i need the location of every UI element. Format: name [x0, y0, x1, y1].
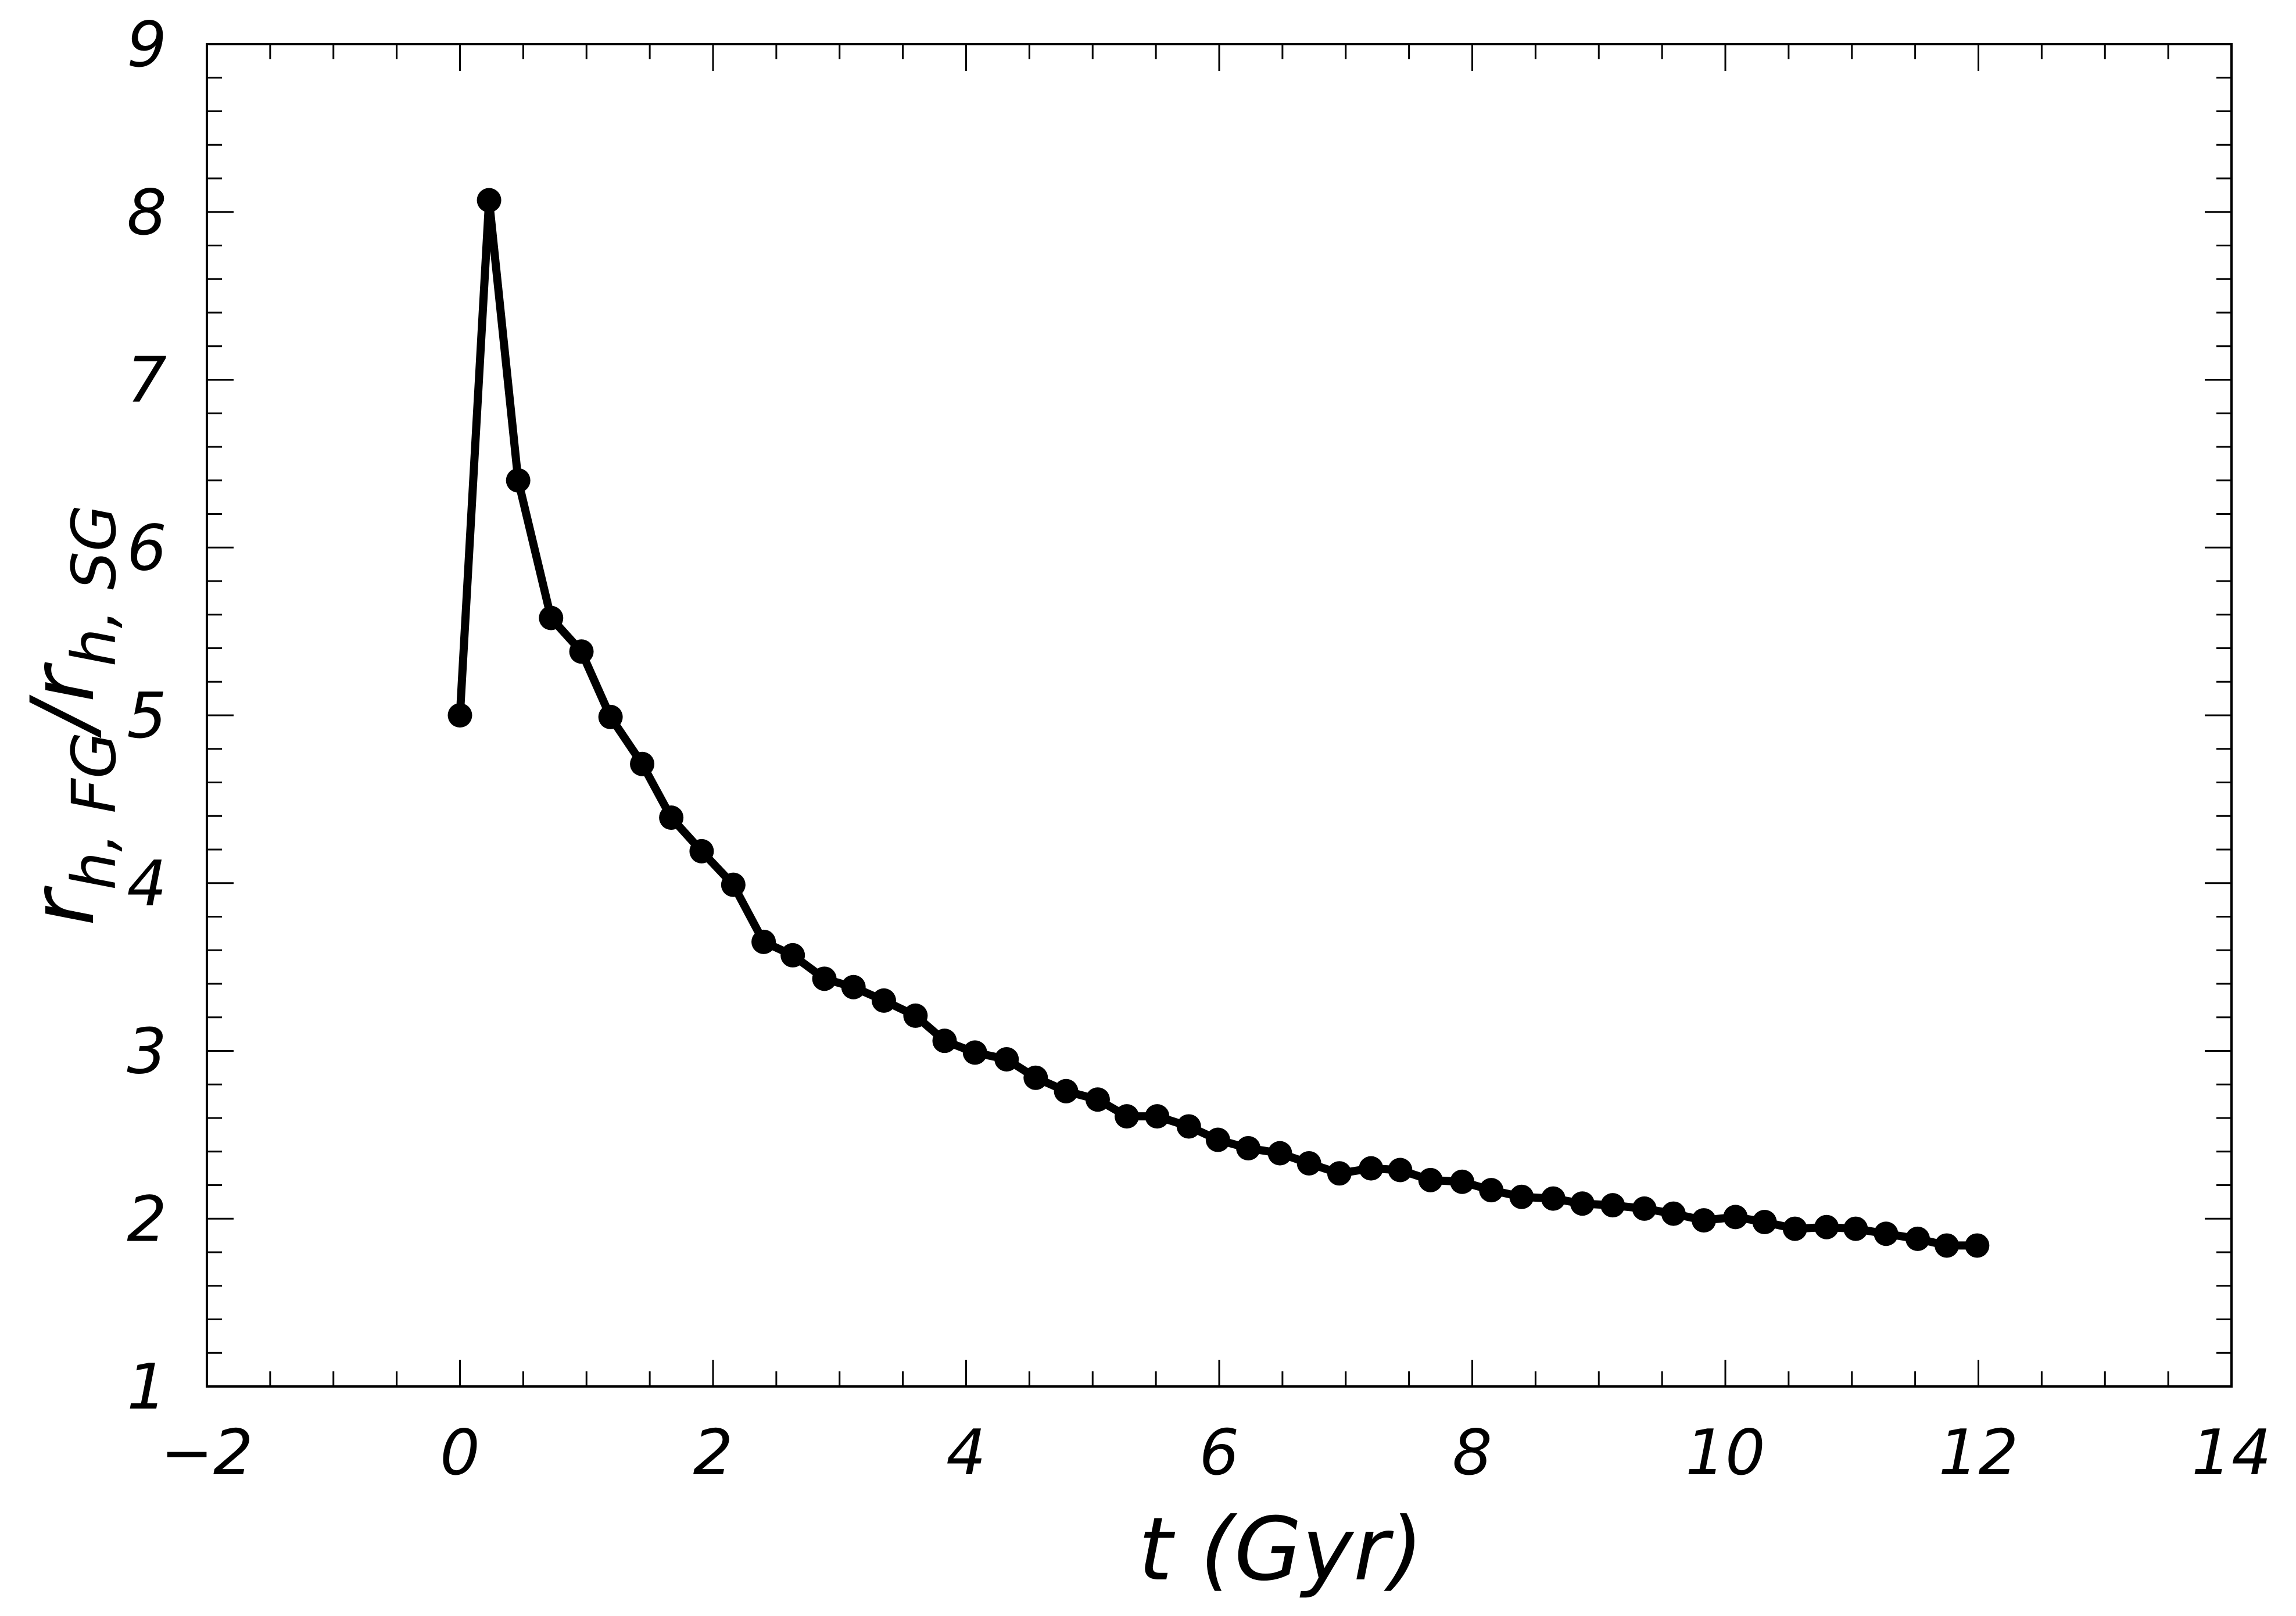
- x-tick-label: 10: [1685, 1417, 1765, 1489]
- data-point: [1814, 1214, 1839, 1239]
- x-tick-label: 6: [1199, 1417, 1240, 1489]
- major-ticks: [206, 43, 2233, 1388]
- data-point: [1509, 1184, 1534, 1209]
- data-point: [447, 703, 472, 728]
- x-tick-label: 4: [946, 1417, 986, 1489]
- y-tick-label: 9: [127, 9, 167, 81]
- y-tick-label: 6: [127, 512, 167, 585]
- data-point: [1965, 1233, 1990, 1258]
- data-point: [1145, 1104, 1170, 1129]
- data-point: [1205, 1127, 1230, 1152]
- data-point: [1752, 1210, 1777, 1235]
- data-point: [721, 872, 746, 897]
- y-axis-title-subscript: h, FG: [59, 732, 130, 890]
- x-axis-title: t (Gyr): [1138, 1499, 1423, 1600]
- data-point: [1479, 1178, 1504, 1203]
- y-tick-label: 1: [127, 1351, 167, 1424]
- data-point: [1570, 1191, 1595, 1216]
- data-point: [751, 929, 776, 954]
- x-tick-labels: −2 0 2 4 6 8 10 12 14: [160, 1417, 2271, 1489]
- data-point: [1418, 1167, 1443, 1192]
- data-point: [1267, 1141, 1292, 1166]
- data-point: [1176, 1114, 1201, 1139]
- y-tick-label: 4: [127, 848, 167, 920]
- x-tick-label: −2: [160, 1417, 253, 1489]
- data-point: [630, 751, 655, 776]
- y-tick-label: 7: [127, 345, 167, 417]
- data-point: [1054, 1078, 1079, 1103]
- data-point: [539, 605, 564, 630]
- data-point: [1874, 1221, 1899, 1246]
- data-point: [569, 639, 594, 664]
- y-axis-title-main: /r: [13, 662, 114, 739]
- data-point: [659, 805, 684, 830]
- data-point: [477, 188, 502, 213]
- data-point: [1600, 1193, 1625, 1218]
- y-tick-label: 3: [127, 1016, 167, 1088]
- data-point: [871, 988, 896, 1013]
- y-tick-labels: 1 2 3 4 5 6 7 8 9: [127, 9, 167, 1424]
- y-tick-label: 8: [127, 177, 167, 249]
- data-point: [506, 468, 531, 493]
- data-point: [994, 1047, 1019, 1072]
- y-tick-label: 5: [127, 680, 167, 753]
- data-point: [1782, 1216, 1807, 1241]
- minor-ticks: [207, 44, 2231, 1386]
- data-point: [1905, 1226, 1930, 1251]
- data-point: [1296, 1151, 1321, 1176]
- data-point: [812, 966, 837, 991]
- series-layer: [447, 188, 1990, 1258]
- data-point: [1691, 1208, 1716, 1233]
- data-point: [903, 1003, 928, 1028]
- data-point: [1450, 1169, 1475, 1194]
- data-point: [1632, 1196, 1657, 1221]
- data-point: [598, 704, 623, 729]
- data-point: [1023, 1065, 1048, 1090]
- data-point: [1115, 1104, 1140, 1129]
- x-tick-label: 14: [2191, 1417, 2271, 1489]
- data-point: [1541, 1186, 1566, 1211]
- x-tick-label: 12: [1939, 1417, 2018, 1489]
- data-point: [1723, 1205, 1748, 1230]
- x-tick-label: 0: [440, 1417, 480, 1489]
- data-point: [1359, 1156, 1384, 1181]
- data-point: [841, 974, 866, 999]
- data-point: [1661, 1201, 1686, 1226]
- data-point: [1085, 1087, 1110, 1112]
- data-point: [962, 1040, 987, 1065]
- y-tick-label: 2: [127, 1183, 167, 1256]
- data-point: [1935, 1233, 1960, 1258]
- data-point: [932, 1029, 957, 1054]
- data-point: [1843, 1216, 1868, 1241]
- x-tick-label: 2: [693, 1417, 733, 1489]
- plot-area-frame: [206, 43, 2233, 1388]
- data-point: [1388, 1158, 1413, 1183]
- data-point: [1327, 1161, 1352, 1186]
- y-axis-title-main: r: [13, 885, 114, 926]
- data-point: [780, 943, 805, 968]
- data-point: [689, 839, 714, 863]
- y-axis-title: rh, FG/rh, SG: [13, 505, 130, 926]
- x-tick-label: 8: [1452, 1417, 1492, 1489]
- y-axis-title-subscript: h, SG: [59, 505, 130, 667]
- data-point: [1236, 1135, 1261, 1160]
